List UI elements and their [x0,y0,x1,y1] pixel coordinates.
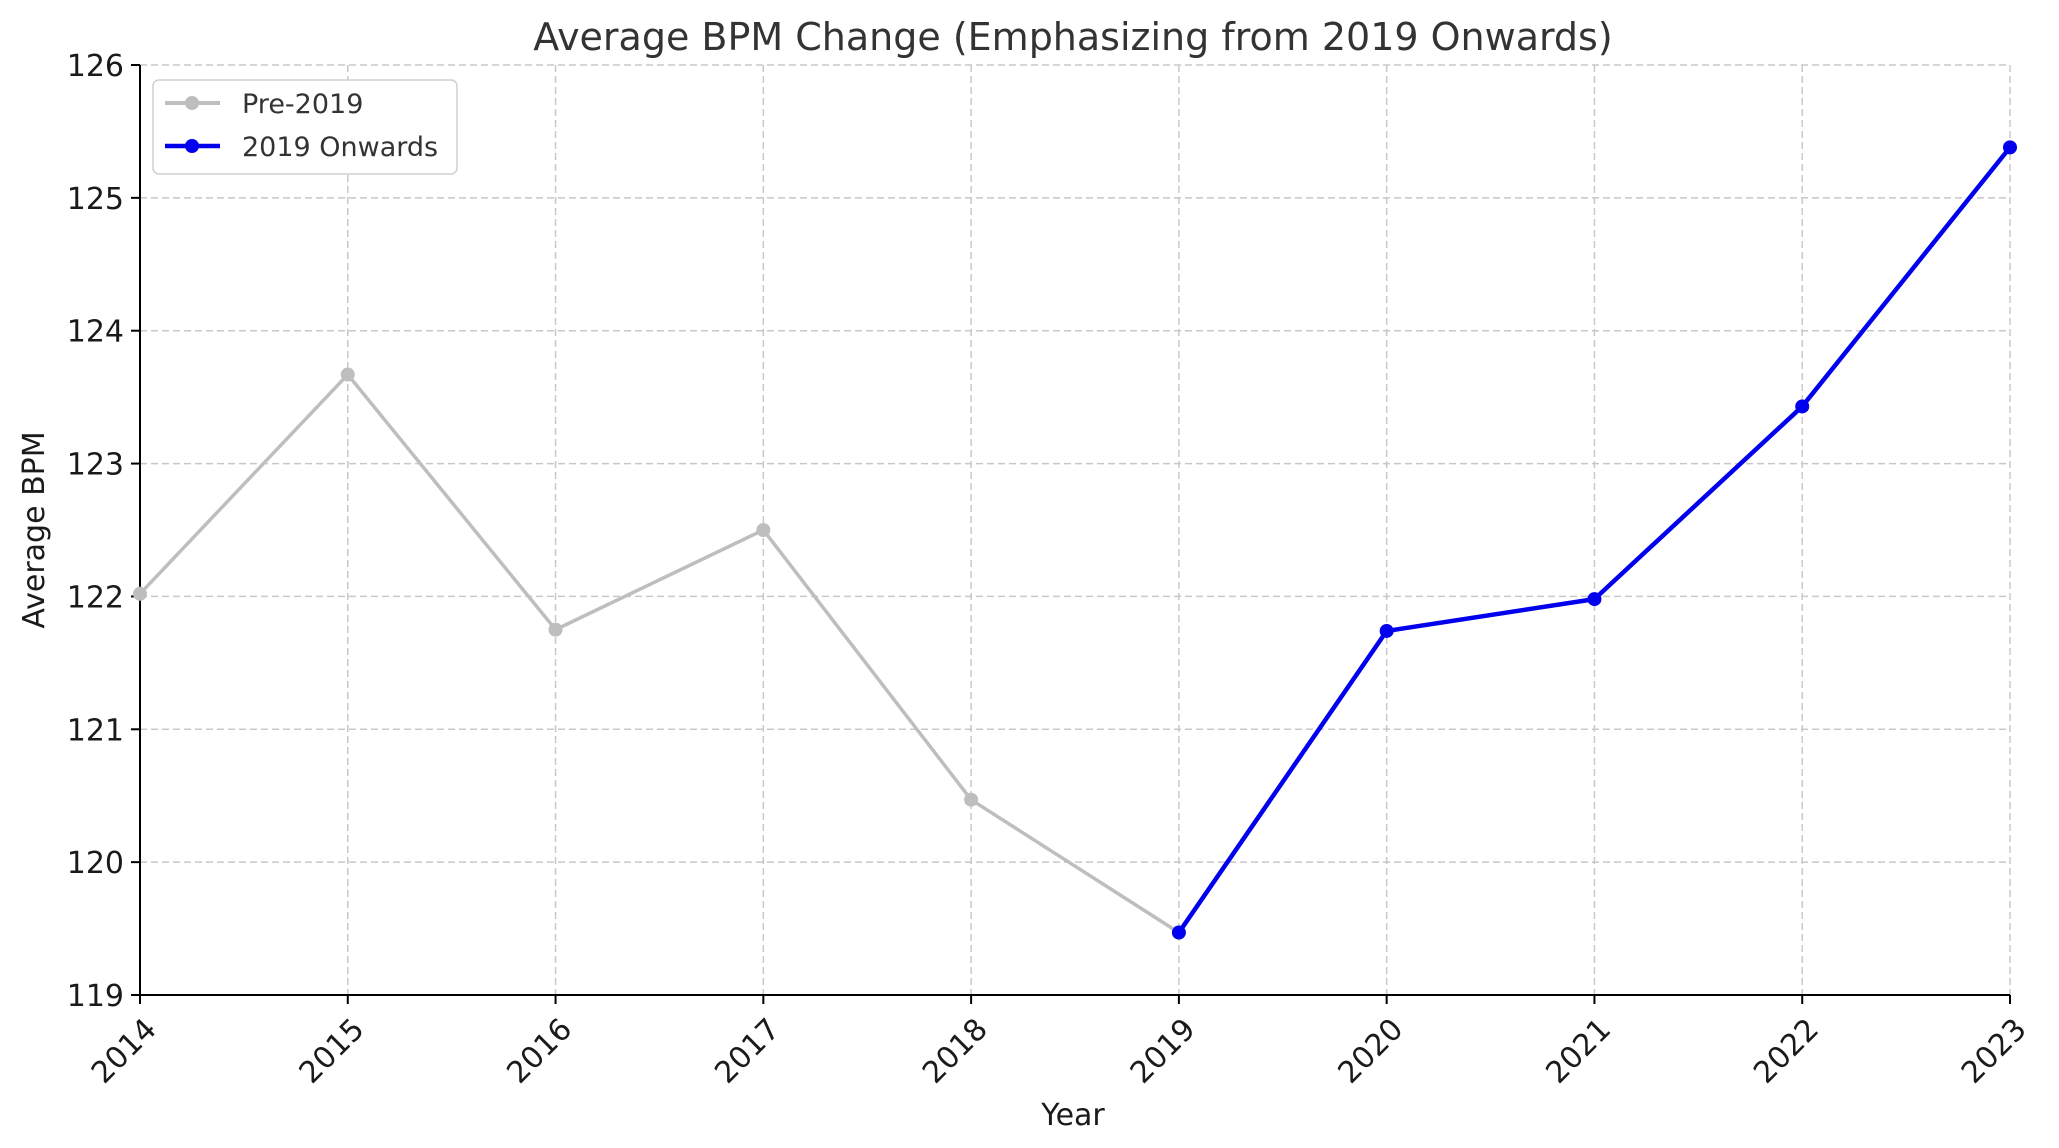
series-line-pre-2019 [138,372,1181,935]
y-tick-label: 120 [67,846,124,881]
y-axis-ticks: 119 120 121 122 123 124 125 126 [67,49,140,1014]
legend-box [152,79,458,175]
series-point-pre-2019 [756,523,771,537]
y-axis-label: Average BPM [17,431,52,628]
series-point-pre-2019 [133,586,147,601]
series [133,140,2017,940]
y-tick-label: 121 [67,713,124,748]
series-point-2019-onwards [1379,623,1394,638]
x-axis-label: Year [1040,1098,1105,1133]
y-tick-label: 126 [67,49,124,84]
chart-title: Average BPM Change (Emphasizing from 201… [533,15,1612,59]
legend-marker-2019-onwards [185,139,199,153]
y-tick-label: 123 [67,448,124,483]
series-point-pre-2019 [964,792,979,807]
series-point-pre-2019 [340,367,355,382]
series-point-2019-onwards [2003,140,2017,155]
axes [139,65,2010,996]
series-point-pre-2019 [548,622,563,637]
series-point-2019-onwards [1171,925,1186,940]
y-tick-label: 124 [67,315,124,350]
y-tick-label: 122 [67,580,124,615]
y-tick-label: 125 [67,182,124,217]
legend-marker-pre-2019 [185,96,199,110]
series-point-2019-onwards [1795,399,1810,414]
series-point-2019-onwards [1587,592,1602,607]
legend-label-2019-onwards: 2019 Onwards [242,132,438,163]
y-tick-label: 119 [67,979,124,1014]
legend: Pre-2019 2019 Onwards [152,79,458,175]
legend-label-pre-2019: Pre-2019 [242,89,363,120]
